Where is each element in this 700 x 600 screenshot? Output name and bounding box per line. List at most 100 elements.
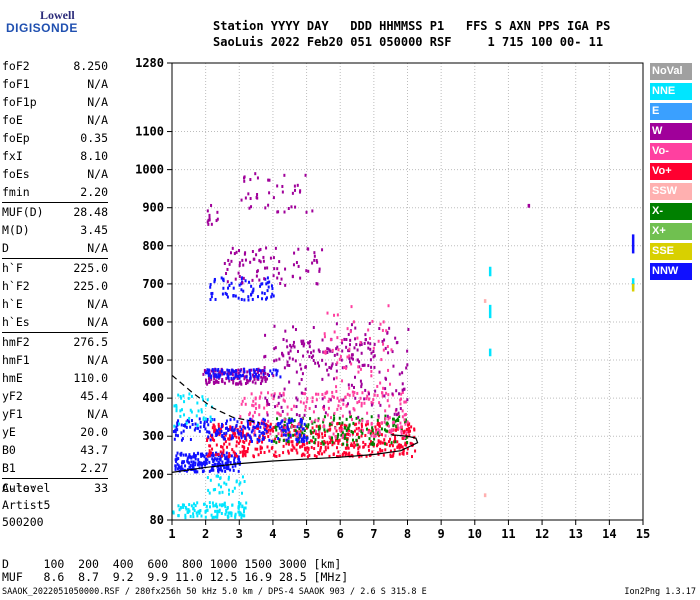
echo-point bbox=[282, 438, 285, 442]
echo-point bbox=[394, 336, 397, 340]
echo-point bbox=[224, 469, 227, 473]
echo-point bbox=[255, 368, 258, 372]
echo-point bbox=[181, 467, 184, 471]
echo-point bbox=[380, 421, 383, 425]
echo-point bbox=[355, 438, 358, 442]
echo-point bbox=[187, 455, 190, 459]
echo-point bbox=[321, 358, 324, 362]
echo-point bbox=[289, 433, 292, 437]
echo-point bbox=[406, 398, 409, 402]
echo-point bbox=[264, 333, 267, 337]
echo-point bbox=[197, 461, 200, 465]
echo-point bbox=[241, 513, 244, 517]
echo-point bbox=[317, 441, 320, 445]
echo-point bbox=[294, 188, 297, 192]
echo-point bbox=[205, 381, 208, 385]
echo-point bbox=[239, 429, 242, 433]
echo-point bbox=[232, 294, 235, 298]
echo-point bbox=[297, 264, 300, 268]
echo-point bbox=[203, 424, 206, 428]
echo-point bbox=[203, 455, 206, 459]
echo-point bbox=[183, 460, 186, 464]
echo-point bbox=[259, 382, 262, 386]
y-tick-label: 200 bbox=[142, 467, 164, 481]
echo-point bbox=[296, 451, 299, 455]
echo-point bbox=[213, 438, 216, 442]
echo-point bbox=[251, 290, 254, 294]
echo-point bbox=[383, 428, 386, 432]
y-tick-label: 900 bbox=[142, 201, 164, 215]
echo-point bbox=[177, 419, 180, 423]
echo-point bbox=[310, 445, 313, 449]
echo-point bbox=[249, 178, 252, 182]
echo-point bbox=[348, 424, 351, 428]
echo-point bbox=[280, 405, 283, 409]
echo-point bbox=[194, 426, 197, 430]
echo-point bbox=[196, 514, 199, 518]
echo-point bbox=[274, 454, 277, 458]
echo-point bbox=[356, 452, 359, 456]
echo-point bbox=[404, 412, 407, 416]
echo-point bbox=[303, 342, 306, 346]
digisonde-logo: Lowell DIGISONDE bbox=[0, 8, 110, 42]
echo-point bbox=[298, 433, 301, 437]
echo-point bbox=[364, 433, 367, 437]
x-tick-label: 2 bbox=[202, 527, 209, 541]
auto-line3: 500200 bbox=[2, 515, 44, 529]
echo-point bbox=[262, 434, 265, 438]
echo-point bbox=[286, 363, 289, 367]
echo-point bbox=[302, 339, 305, 343]
echo-point bbox=[211, 466, 214, 470]
echo-point bbox=[341, 379, 344, 383]
echo-point bbox=[210, 377, 213, 381]
echo-point bbox=[305, 438, 308, 442]
echo-point bbox=[379, 440, 382, 444]
echo-point bbox=[403, 418, 406, 422]
echo-point bbox=[341, 431, 344, 435]
echo-point bbox=[245, 501, 248, 505]
echo-point bbox=[367, 390, 370, 394]
echo-point bbox=[210, 451, 213, 455]
echo-point bbox=[209, 415, 212, 419]
echo-point bbox=[406, 440, 409, 444]
echo-point bbox=[238, 283, 241, 287]
echo-point bbox=[398, 446, 401, 450]
y-tick-label: 1100 bbox=[135, 125, 164, 139]
echo-point bbox=[295, 370, 298, 374]
echo-point bbox=[286, 422, 289, 426]
echo-point bbox=[294, 328, 297, 332]
echo-point bbox=[396, 445, 399, 449]
echo-point bbox=[389, 382, 392, 386]
echo-point bbox=[378, 431, 381, 435]
echo-point bbox=[404, 441, 407, 445]
echo-point bbox=[377, 414, 380, 418]
echo-point bbox=[348, 357, 351, 361]
echo-point bbox=[352, 385, 355, 389]
legend-item-ssw: SSW bbox=[650, 183, 692, 200]
echo-point bbox=[365, 454, 368, 458]
echo-point bbox=[291, 275, 294, 279]
polarization-legend: NoVal NNE E W Vo- Vo+ SSW X- X+ SSE NNW bbox=[650, 63, 692, 283]
echo-point bbox=[255, 406, 258, 410]
echo-point bbox=[183, 400, 186, 404]
echo-point bbox=[195, 511, 198, 515]
echo-point bbox=[232, 381, 235, 385]
echo-point bbox=[384, 346, 387, 350]
echo-point bbox=[219, 468, 222, 472]
echo-point bbox=[189, 463, 192, 467]
echo-point bbox=[224, 512, 227, 516]
echo-point bbox=[384, 387, 387, 391]
echo-point bbox=[333, 411, 336, 415]
y-tick-label: 600 bbox=[142, 315, 164, 329]
echo-point bbox=[244, 402, 247, 406]
echo-point bbox=[185, 425, 188, 429]
echo-point bbox=[240, 421, 243, 425]
echo-point bbox=[409, 429, 412, 433]
echo-point bbox=[326, 390, 329, 394]
echo-point bbox=[280, 420, 283, 424]
echo-point bbox=[272, 274, 275, 278]
param-label: fmin bbox=[2, 185, 30, 199]
echo-point bbox=[214, 515, 217, 519]
echo-point bbox=[243, 179, 246, 183]
legend-item-w: W bbox=[650, 123, 692, 140]
